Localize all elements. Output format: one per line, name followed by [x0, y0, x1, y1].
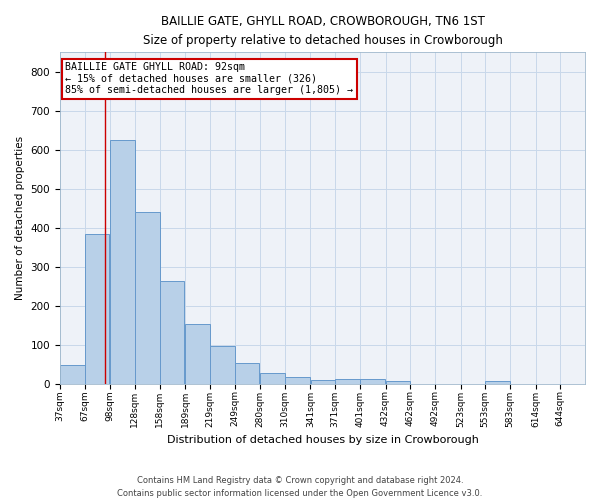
Bar: [360, 380, 385, 384]
Text: BAILLIE GATE GHYLL ROAD: 92sqm
← 15% of detached houses are smaller (326)
85% of: BAILLIE GATE GHYLL ROAD: 92sqm ← 15% of …: [65, 62, 353, 96]
Bar: [110, 140, 135, 384]
Bar: [311, 380, 335, 384]
Bar: [135, 212, 160, 384]
Bar: [235, 362, 259, 384]
Bar: [260, 373, 285, 384]
Bar: [335, 380, 360, 384]
Y-axis label: Number of detached properties: Number of detached properties: [15, 136, 25, 300]
X-axis label: Distribution of detached houses by size in Crowborough: Distribution of detached houses by size …: [167, 435, 478, 445]
Bar: [185, 324, 210, 384]
Bar: [210, 346, 235, 384]
Bar: [386, 381, 410, 384]
Bar: [85, 234, 109, 384]
Bar: [485, 382, 510, 384]
Bar: [285, 378, 310, 384]
Title: BAILLIE GATE, GHYLL ROAD, CROWBOROUGH, TN6 1ST
Size of property relative to deta: BAILLIE GATE, GHYLL ROAD, CROWBOROUGH, T…: [143, 15, 502, 47]
Text: Contains HM Land Registry data © Crown copyright and database right 2024.
Contai: Contains HM Land Registry data © Crown c…: [118, 476, 482, 498]
Bar: [60, 364, 85, 384]
Bar: [160, 280, 184, 384]
